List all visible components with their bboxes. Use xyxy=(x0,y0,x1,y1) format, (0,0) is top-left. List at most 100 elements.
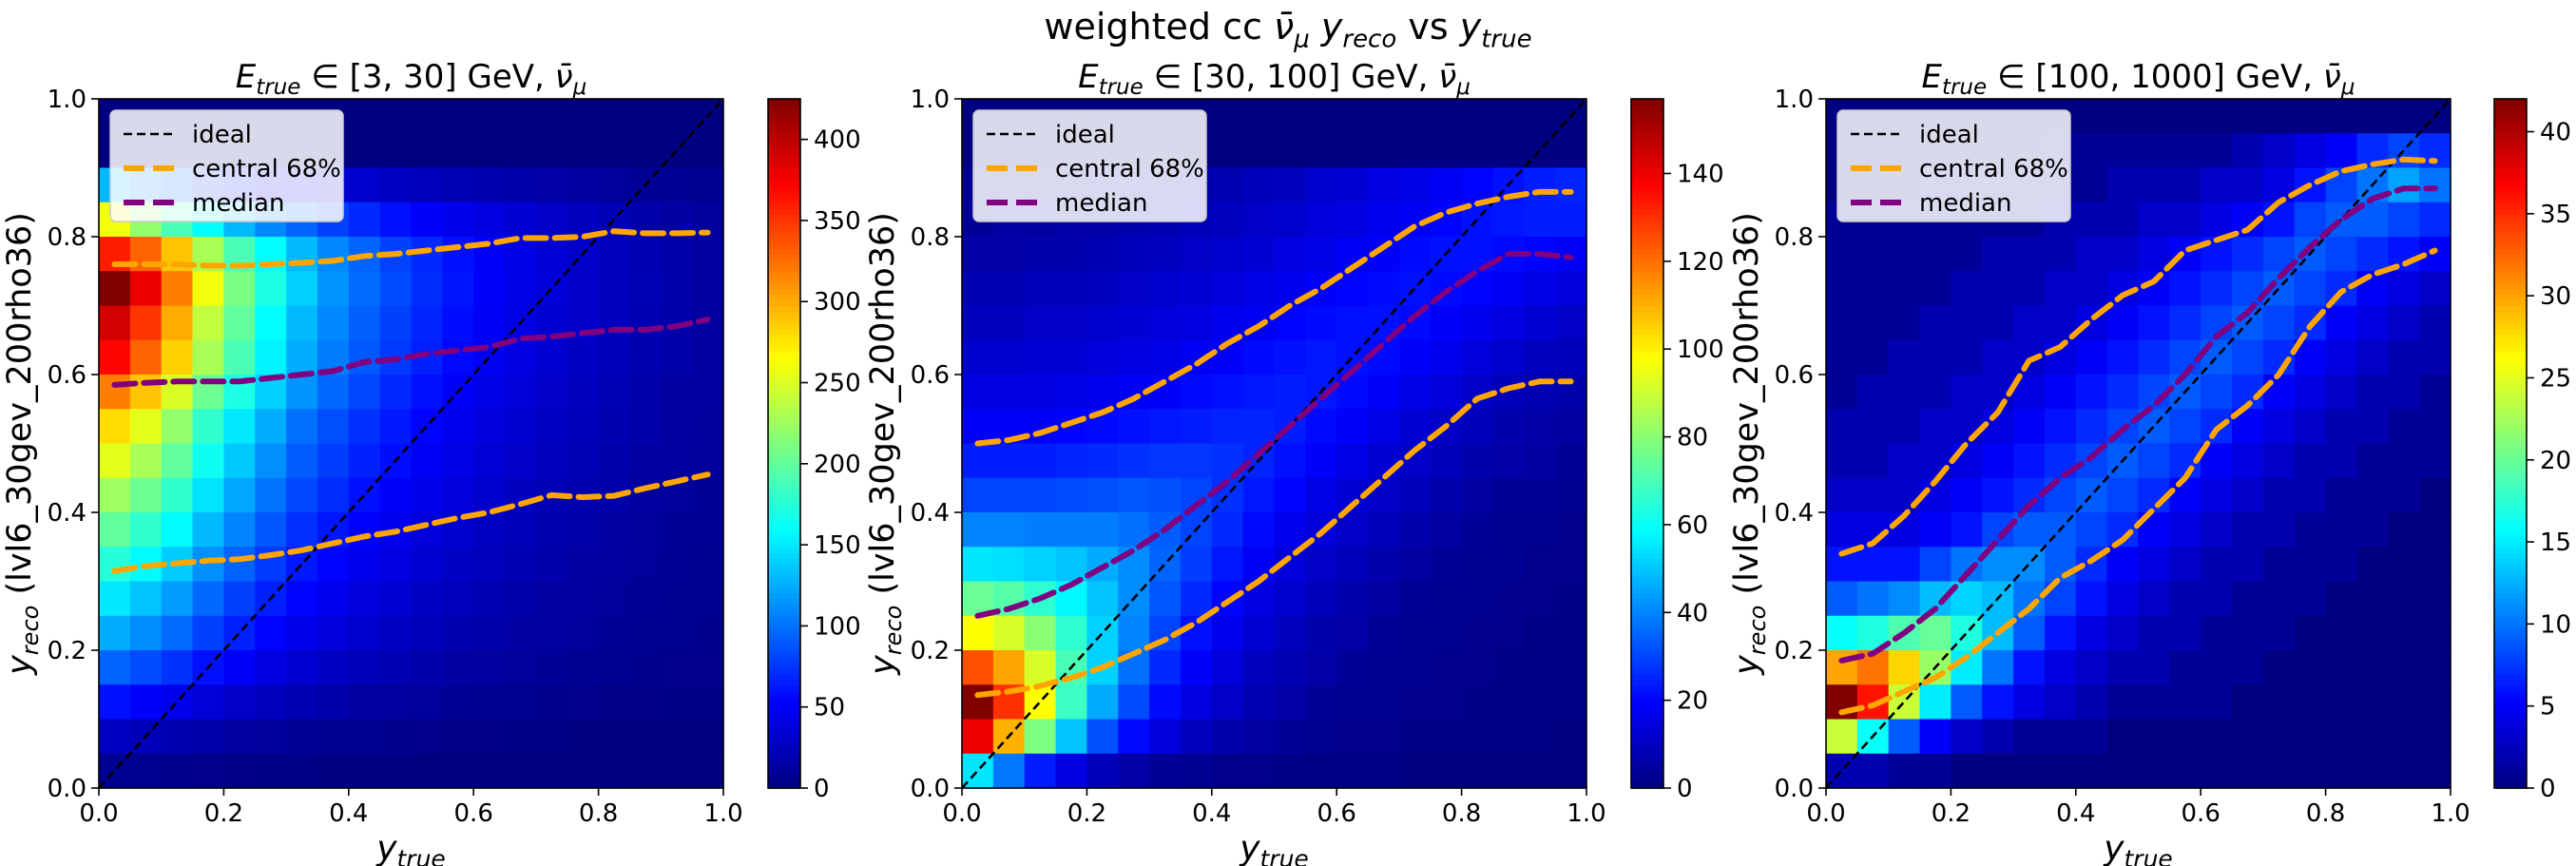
heatmap-cell xyxy=(411,581,443,617)
heatmap-cell xyxy=(1524,271,1556,307)
heatmap-cell xyxy=(2419,375,2451,410)
colorbar-segment xyxy=(2494,409,2527,416)
heatmap-cell xyxy=(2138,237,2170,272)
heatmap-cell xyxy=(411,443,443,479)
heatmap-cell xyxy=(567,650,600,685)
heatmap-cell xyxy=(2356,581,2389,617)
heatmap-cell xyxy=(99,547,131,583)
legend-label-central: central 68% xyxy=(1919,155,2068,183)
heatmap-cell xyxy=(1888,650,1921,685)
heatmap-cell xyxy=(161,443,194,479)
heatmap-cell xyxy=(1919,305,1951,341)
colorbar-segment xyxy=(768,299,800,307)
heatmap-cell xyxy=(2044,615,2077,651)
colorbar-segment xyxy=(768,673,800,681)
heatmap-cell xyxy=(2013,615,2046,651)
colorbar-segment xyxy=(768,362,800,370)
heatmap-cell xyxy=(2294,684,2327,721)
colorbar-segment xyxy=(768,190,800,198)
x-tick-label: 0.4 xyxy=(2056,799,2095,828)
heatmap-cell xyxy=(1368,375,1400,410)
heatmap-cell xyxy=(1919,443,1951,479)
heatmap-cell xyxy=(2075,237,2108,272)
heatmap-cell xyxy=(192,305,224,341)
colorbar-segment xyxy=(768,173,800,181)
heatmap-cell xyxy=(2075,339,2108,375)
colorbar-segment xyxy=(1631,776,1663,783)
colorbar-segment xyxy=(768,167,800,175)
legend-label-median: median xyxy=(1919,189,2011,218)
heatmap-cell xyxy=(411,615,443,651)
heatmap-cell xyxy=(1274,512,1306,548)
heatmap-cell xyxy=(2356,753,2389,789)
heatmap-cell xyxy=(379,477,413,513)
colorbar-segment xyxy=(768,713,800,721)
heatmap-cell xyxy=(1368,547,1400,583)
colorbar-segment xyxy=(1631,753,1663,760)
colorbar-tick-label: 140 xyxy=(1677,161,1724,189)
heatmap-cell xyxy=(2294,615,2327,651)
heatmap-cell xyxy=(255,512,287,548)
colorbar-segment xyxy=(768,483,800,491)
heatmap-cell xyxy=(1118,684,1150,721)
y-tick-label: 0.2 xyxy=(911,637,950,665)
legend-label-median: median xyxy=(192,189,284,218)
colorbar-segment xyxy=(1631,213,1663,221)
heatmap-cell xyxy=(1888,237,1921,272)
heatmap-cell xyxy=(348,615,381,651)
heatmap-cell xyxy=(1492,615,1525,651)
heatmap-cell xyxy=(1336,409,1369,445)
colorbar-segment xyxy=(768,282,800,290)
heatmap-cell xyxy=(1305,339,1337,375)
heatmap-cell xyxy=(1856,409,1890,445)
heatmap-cell xyxy=(473,753,506,789)
heatmap-cell xyxy=(1086,375,1119,410)
heatmap-cell xyxy=(535,339,568,375)
heatmap-cell xyxy=(2169,409,2201,445)
heatmap-cell xyxy=(2106,339,2140,375)
heatmap-cell xyxy=(411,305,443,341)
heatmap-cell xyxy=(962,237,994,272)
x-tick-label: 0.0 xyxy=(1806,799,1845,828)
heatmap-cell xyxy=(1180,581,1213,617)
colorbar-segment xyxy=(768,707,800,715)
x-tick-label: 0.0 xyxy=(79,799,118,828)
heatmap-cell xyxy=(629,237,662,272)
colorbar-segment xyxy=(2494,265,2527,273)
heatmap-cell xyxy=(2294,133,2327,169)
heatmap-cell xyxy=(473,615,506,651)
colorbar-segment xyxy=(768,644,800,651)
heatmap-cell xyxy=(505,375,537,410)
subplot-1: 0.0 0.2 0.4 0.6 0.8 1.0 0.0 0.2 0.4 0.6 0.8 1.0 ytru… xyxy=(1,58,861,866)
heatmap-cell xyxy=(535,375,568,410)
heatmap-cell xyxy=(1555,684,1587,721)
heatmap-cell xyxy=(962,443,994,479)
colorbar-segment xyxy=(768,105,800,111)
heatmap-cell xyxy=(348,167,381,203)
heatmap-cell xyxy=(1826,375,1858,410)
colorbar-segment xyxy=(768,494,800,502)
heatmap-cell xyxy=(1180,650,1213,685)
heatmap-cell xyxy=(962,615,994,651)
colorbar-segment xyxy=(768,443,800,451)
colorbar-segment xyxy=(1631,409,1663,416)
heatmap-cell xyxy=(1274,581,1306,617)
heatmap-cell xyxy=(1242,650,1276,685)
colorbar-segment xyxy=(1631,696,1663,703)
heatmap-cell xyxy=(2138,339,2170,375)
heatmap-cell xyxy=(161,615,194,651)
heatmap-cell xyxy=(1336,684,1369,721)
heatmap-cell xyxy=(567,443,600,479)
heatmap-cell xyxy=(2201,719,2233,755)
heatmap-cell xyxy=(2201,753,2233,789)
x-tick-label: 0.6 xyxy=(1317,799,1356,828)
heatmap-cell xyxy=(1055,753,1087,789)
heatmap-cell xyxy=(1086,305,1119,341)
heatmap-cell xyxy=(2044,753,2077,789)
heatmap-cell xyxy=(348,650,381,685)
colorbar-segment xyxy=(1631,483,1663,491)
colorbar-segment xyxy=(1631,558,1663,566)
colorbar-segment xyxy=(2494,604,2527,611)
legend-label-central: central 68% xyxy=(1055,155,1204,183)
heatmap-cell xyxy=(379,305,413,341)
